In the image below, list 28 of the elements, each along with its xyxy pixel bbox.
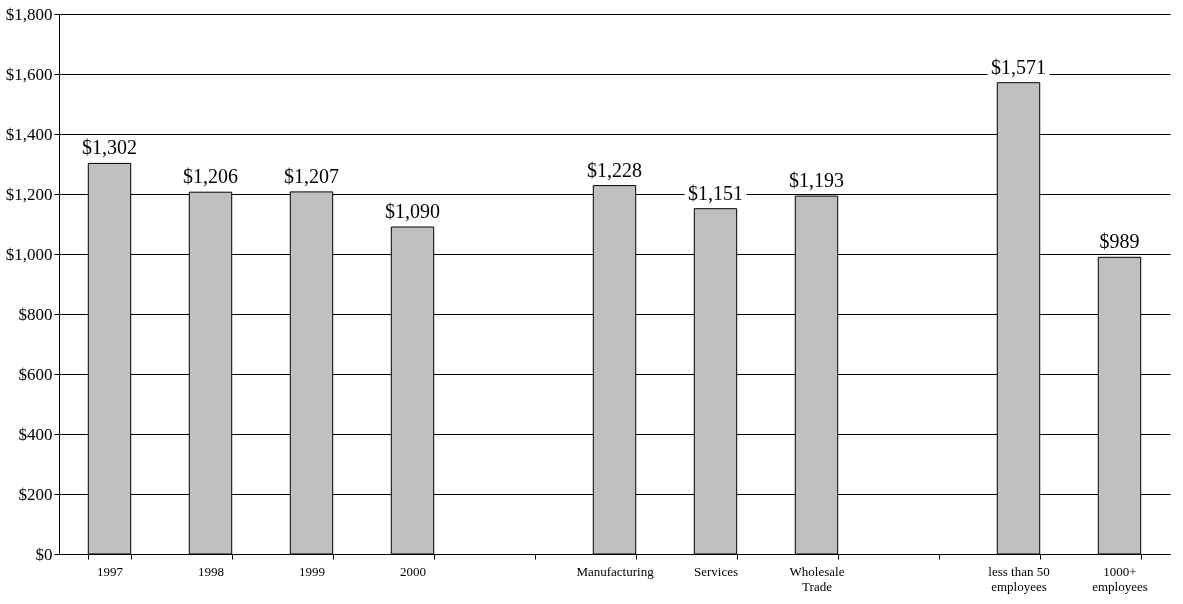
y-tick-label: $1,800 xyxy=(5,4,53,24)
y-tick-label: $0 xyxy=(35,544,53,564)
x-tick-label: 1997 xyxy=(97,563,124,579)
y-tick-label: $800 xyxy=(18,304,53,324)
data-label: $1,228 xyxy=(587,158,642,181)
x-tick-label: 2000 xyxy=(400,563,426,579)
y-tick-label: $1,600 xyxy=(5,64,53,84)
x-tick-label: 1999 xyxy=(299,563,325,579)
data-label: $989 xyxy=(1099,230,1140,253)
x-tick-label: Manufacturing xyxy=(576,563,655,579)
x-tick-label: 1998 xyxy=(198,563,224,579)
y-tick-label: $1,000 xyxy=(5,244,53,264)
y-tick-label: $400 xyxy=(18,424,53,444)
x-tick-label: 1000+ employees xyxy=(1092,563,1148,594)
y-tick-label: $200 xyxy=(18,484,53,504)
data-label: $1,151 xyxy=(688,181,743,204)
data-label: $1,207 xyxy=(284,164,339,187)
y-tick-label: $600 xyxy=(18,364,53,384)
data-label: $1,302 xyxy=(82,136,137,159)
y-tick-label: $1,400 xyxy=(5,124,53,144)
data-label: $1,193 xyxy=(789,169,844,192)
x-tick-label: Services xyxy=(693,563,739,579)
data-label: $1,090 xyxy=(385,200,440,222)
data-label: $1,571 xyxy=(991,55,1046,78)
x-tick-label: Wholesale Trade xyxy=(789,563,845,594)
y-tick-label: $1,200 xyxy=(5,184,53,204)
data-label: $1,206 xyxy=(183,165,238,188)
x-tick-label: less than 50 employees xyxy=(988,563,1050,594)
